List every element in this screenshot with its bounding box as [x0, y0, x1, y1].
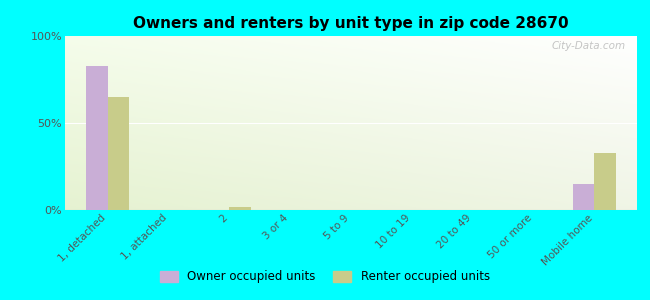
Bar	[86, 66, 108, 210]
Bar	[573, 184, 594, 210]
Bar	[108, 97, 129, 210]
Text: City-Data.com: City-Data.com	[551, 41, 625, 51]
Title: Owners and renters by unit type in zip code 28670: Owners and renters by unit type in zip c…	[133, 16, 569, 31]
Bar	[594, 153, 616, 210]
Legend: Owner occupied units, Renter occupied units: Owner occupied units, Renter occupied un…	[155, 266, 495, 288]
Bar	[229, 206, 251, 210]
